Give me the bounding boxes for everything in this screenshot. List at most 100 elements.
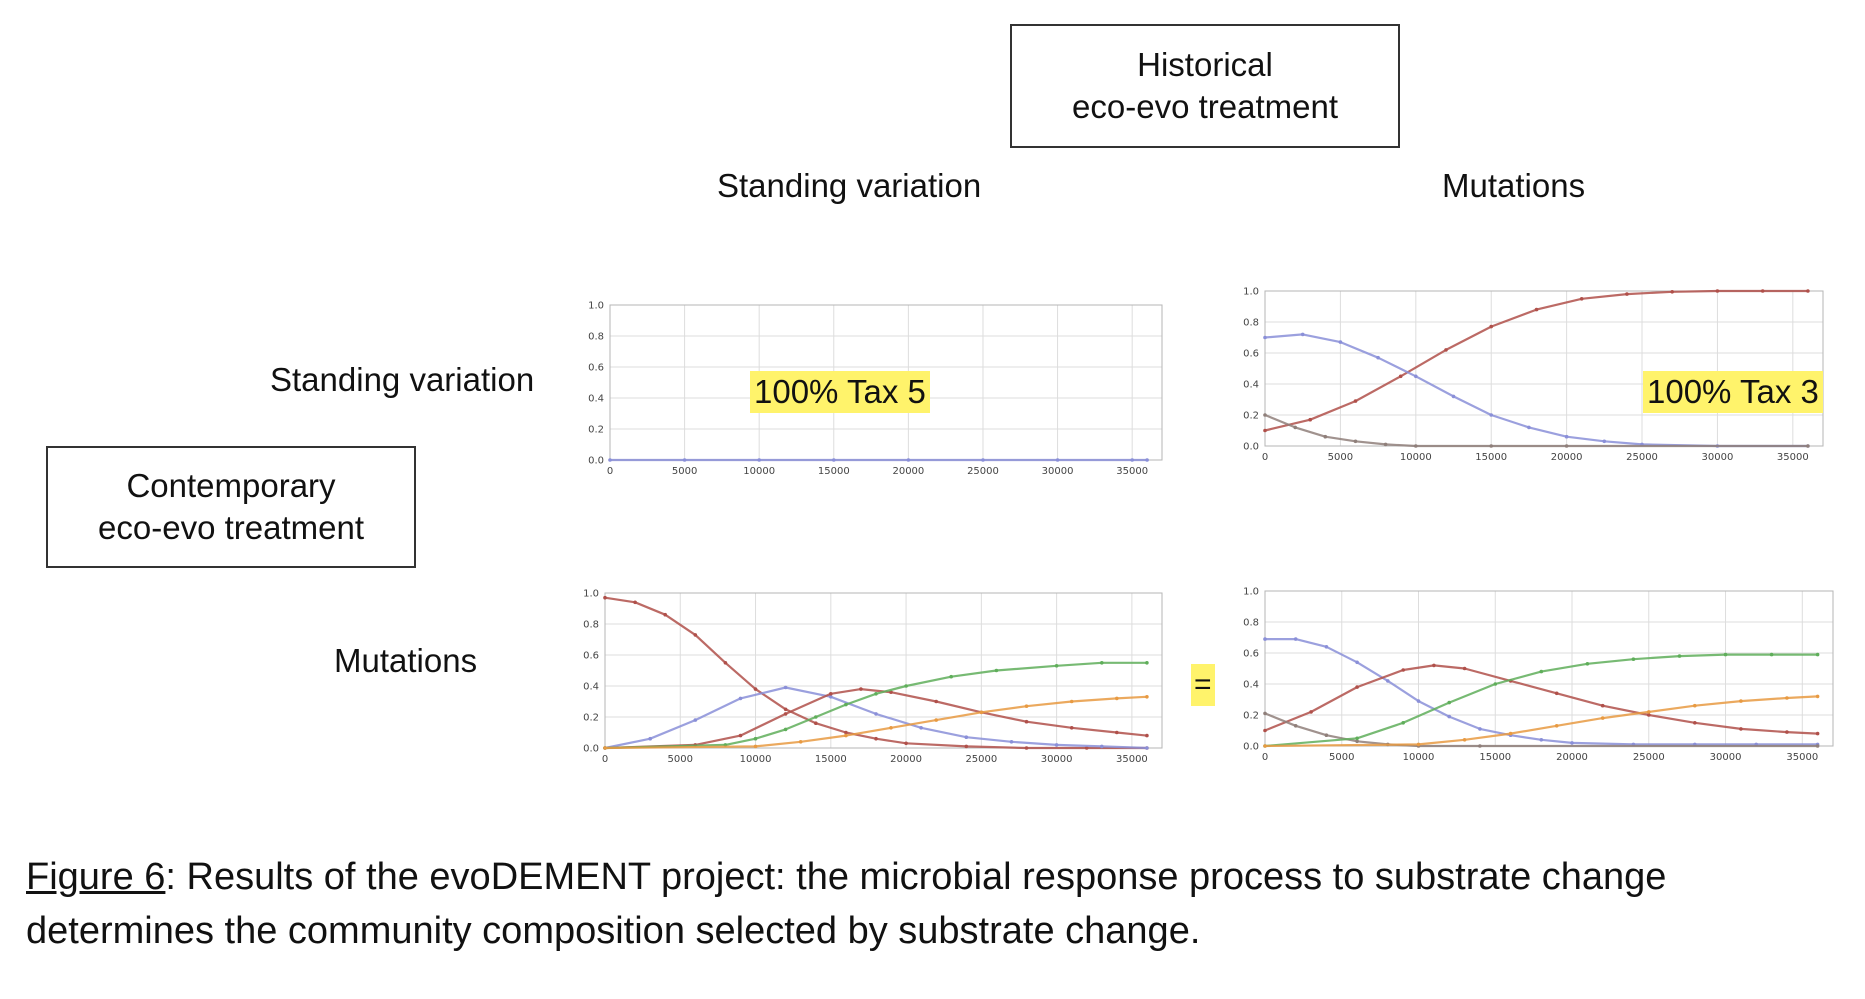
data-point <box>1715 289 1720 293</box>
chart-bottom-left: 0.0 0.2 0.4 0.6 0.8 1.0 0 5000 10000 15000 20000 25… <box>583 589 1163 765</box>
data-point <box>1145 458 1149 462</box>
data-point <box>783 707 788 712</box>
y-tick-label: 0.2 <box>583 713 599 724</box>
x-tick-label: 20000 <box>892 466 924 477</box>
data-point <box>1806 289 1810 293</box>
data-point <box>874 736 878 741</box>
data-point <box>904 741 908 746</box>
data-point <box>663 612 667 617</box>
data-point <box>1309 710 1313 714</box>
y-tick-label: 1.0 <box>1243 287 1259 298</box>
data-point <box>603 746 607 750</box>
data-point <box>1539 669 1544 674</box>
x-tick-label: 30000 <box>1702 452 1734 463</box>
x-tick-label: 25000 <box>1633 752 1665 763</box>
series-line-gray <box>1264 413 1808 448</box>
data-point <box>1323 434 1328 439</box>
x-tick-label: 35000 <box>1116 754 1148 765</box>
series-markers-orange <box>603 695 1149 750</box>
data-point <box>919 726 923 730</box>
column-title-standing-variation: Standing variation <box>717 167 982 204</box>
x-tick-label: 0 <box>602 754 608 765</box>
data-point <box>874 692 878 696</box>
data-point <box>1414 444 1418 448</box>
data-point <box>1527 425 1531 430</box>
data-point <box>1489 413 1493 417</box>
data-point <box>1478 727 1482 731</box>
data-point <box>603 595 607 600</box>
data-point <box>633 600 637 605</box>
x-tick-label: 20000 <box>1556 752 1588 763</box>
data-point <box>1145 695 1149 699</box>
data-point <box>874 712 878 716</box>
data-point <box>1602 439 1607 444</box>
data-point <box>1815 694 1820 699</box>
data-point <box>1462 738 1467 742</box>
data-point <box>693 633 698 637</box>
data-point <box>964 744 969 749</box>
data-point <box>1585 662 1590 666</box>
data-point <box>1554 691 1559 696</box>
data-point <box>814 721 818 725</box>
data-point <box>738 696 743 701</box>
data-point <box>1338 340 1343 344</box>
x-tick-label: 35000 <box>1116 466 1148 477</box>
data-point <box>1432 663 1436 668</box>
data-point <box>1355 685 1359 689</box>
data-point <box>964 735 969 739</box>
data-point <box>1815 731 1820 736</box>
data-point <box>934 718 938 722</box>
data-point <box>1554 724 1559 728</box>
x-tick-label: 30000 <box>1041 754 1073 765</box>
annotation-100-tax-5: 100% Tax 5 <box>750 371 930 413</box>
data-point <box>1462 666 1467 671</box>
x-tick-label: 10000 <box>1400 452 1432 463</box>
data-point <box>1293 724 1298 728</box>
data-point <box>889 726 893 730</box>
data-point <box>1145 746 1149 750</box>
y-tick-label: 0.6 <box>583 651 599 662</box>
x-tick-label: 30000 <box>1042 466 1074 477</box>
series-line-gray <box>1264 712 1818 748</box>
data-point <box>904 684 908 688</box>
y-tick-label: 0.2 <box>1243 711 1259 722</box>
contemporary-box-line-2: eco-evo treatment <box>98 509 364 546</box>
y-tick-label: 0.4 <box>588 394 604 405</box>
data-point <box>1564 444 1569 448</box>
y-tick-label: 0.8 <box>583 620 599 631</box>
y-tick-label: 0.4 <box>1243 380 1259 391</box>
column-title-mutations: Mutations <box>1442 167 1586 204</box>
data-point <box>934 699 938 704</box>
data-point <box>906 458 911 462</box>
x-tick-label: 0 <box>1262 752 1268 763</box>
data-point <box>1355 660 1359 665</box>
data-point <box>757 458 761 462</box>
data-point <box>1024 704 1029 708</box>
y-tick-label: 0.6 <box>1243 649 1259 660</box>
data-point <box>738 733 743 738</box>
y-tick-label: 0.0 <box>1243 442 1259 453</box>
data-point <box>844 733 848 738</box>
data-point <box>1084 746 1089 750</box>
data-point <box>1376 355 1380 360</box>
data-point <box>1100 661 1104 665</box>
data-point <box>1401 668 1405 672</box>
data-point <box>1534 307 1539 312</box>
data-point <box>1739 699 1743 703</box>
data-point <box>648 736 652 741</box>
series-markers-red <box>1263 289 1810 433</box>
data-point <box>1769 652 1774 657</box>
x-tick-label: 0 <box>1262 452 1268 463</box>
series-markers-blue <box>608 458 1149 462</box>
plot-frame <box>604 592 1163 749</box>
data-point <box>1263 428 1267 433</box>
data-point <box>1024 746 1029 750</box>
figure-label: Figure 6 <box>26 856 166 898</box>
y-tick-label: 0.6 <box>1243 349 1259 360</box>
data-point <box>859 687 863 691</box>
data-point <box>889 690 893 694</box>
data-point <box>1693 721 1697 725</box>
data-point <box>1815 652 1820 657</box>
y-tick-label: 1.0 <box>583 589 599 600</box>
data-point <box>981 458 985 462</box>
